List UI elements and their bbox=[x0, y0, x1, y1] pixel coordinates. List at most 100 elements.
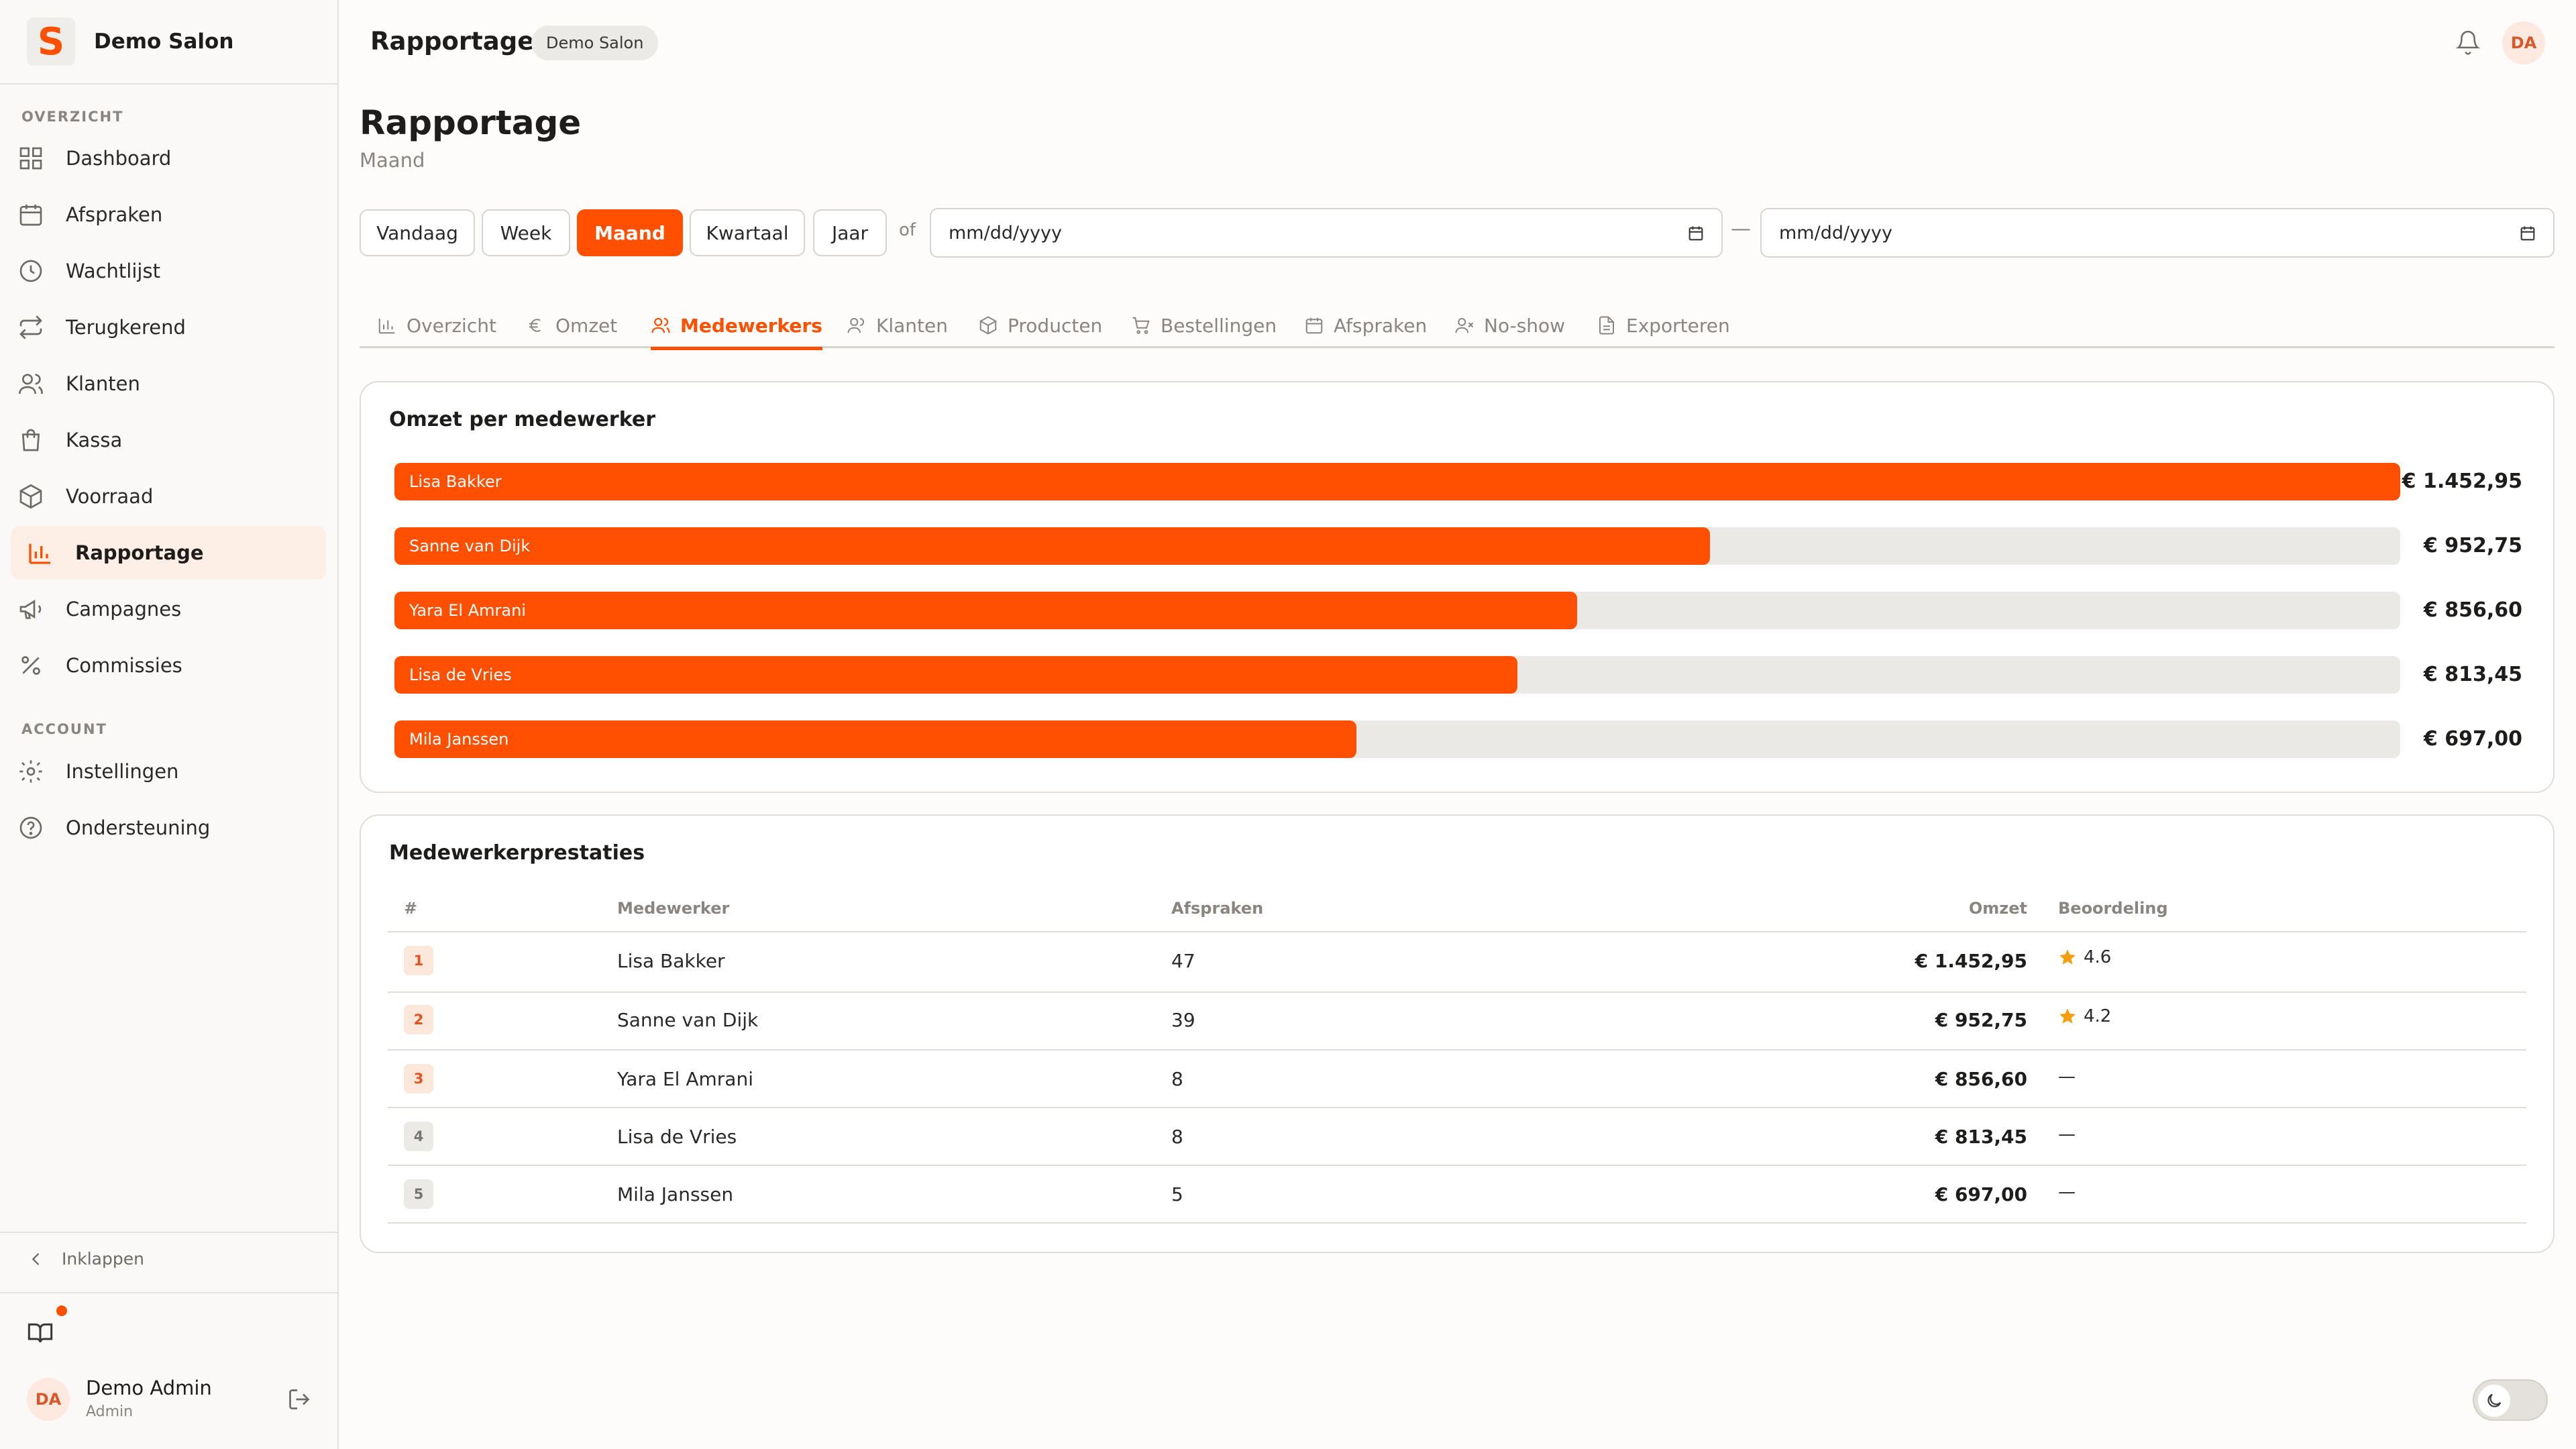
rating: 4.6 bbox=[2058, 947, 2111, 967]
users-icon bbox=[19, 374, 43, 394]
sidebar-item-label: Klanten bbox=[66, 372, 140, 395]
package-icon bbox=[979, 316, 997, 335]
column-header-appointments: Afspraken bbox=[1171, 899, 1264, 918]
file-icon bbox=[1599, 316, 1614, 335]
bar-value: € 1.452,95 bbox=[2402, 470, 2522, 493]
sidebar-item-afspraken[interactable]: Afspraken bbox=[11, 188, 326, 241]
card-title: Omzet per medewerker bbox=[389, 408, 655, 431]
notification-dot bbox=[56, 1305, 67, 1316]
page-title: Rapportage bbox=[360, 103, 582, 142]
tab-bestellingen[interactable]: Bestellingen bbox=[1131, 303, 1277, 347]
performance-card: Medewerkerprestaties bbox=[360, 814, 2555, 1253]
bar[interactable] bbox=[394, 527, 1710, 565]
gear-icon bbox=[19, 760, 42, 783]
bar[interactable] bbox=[394, 592, 1577, 629]
sidebar-item-campagnes[interactable]: Campagnes bbox=[11, 582, 326, 636]
logout-icon[interactable] bbox=[287, 1387, 311, 1411]
row-divider bbox=[388, 991, 2526, 993]
tab-klanten[interactable]: Klanten bbox=[847, 303, 948, 347]
date-from-field[interactable]: mm/dd/yyyy bbox=[930, 208, 1723, 258]
cart-icon bbox=[1132, 317, 1150, 334]
row-divider bbox=[388, 1222, 2526, 1224]
bar[interactable] bbox=[394, 463, 2400, 500]
tab-no-show[interactable]: No-show bbox=[1454, 303, 1565, 347]
rank-badge: 5 bbox=[404, 1179, 433, 1209]
bar-chart-icon bbox=[378, 319, 395, 334]
sidebar-item-label: Kassa bbox=[66, 429, 123, 451]
sidebar-item-instellingen[interactable]: Instellingen bbox=[11, 745, 326, 798]
brand-logo: S bbox=[27, 17, 75, 66]
brand[interactable]: S Demo Salon bbox=[0, 0, 337, 85]
bar-track: Lisa de Vries bbox=[394, 656, 2400, 694]
calendar-icon[interactable] bbox=[1686, 224, 1705, 243]
bar[interactable] bbox=[394, 720, 1357, 758]
avatar[interactable]: DA bbox=[27, 1378, 70, 1421]
user-name: Demo Admin bbox=[86, 1377, 212, 1399]
bar-value: € 697,00 bbox=[2423, 727, 2522, 751]
sidebar-item-voorraad[interactable]: Voorraad bbox=[11, 470, 326, 523]
period-week-button[interactable]: Week bbox=[482, 209, 570, 256]
tab-afspraken[interactable]: Afspraken bbox=[1304, 303, 1427, 347]
period-today-button[interactable]: Vandaag bbox=[360, 209, 475, 256]
period-quarter-button[interactable]: Kwartaal bbox=[690, 209, 805, 256]
euro-icon bbox=[529, 319, 541, 332]
bar-value: € 856,60 bbox=[2423, 598, 2522, 622]
bar-track: Yara El Amrani bbox=[394, 592, 2400, 629]
moon-icon bbox=[2487, 1393, 2502, 1407]
sidebar-item-label: Commissies bbox=[66, 654, 182, 677]
row-divider bbox=[388, 1165, 2526, 1166]
topbar-title: Rapportage bbox=[370, 27, 535, 56]
sidebar-item-dashboard[interactable]: Dashboard bbox=[11, 131, 326, 185]
period-year-button[interactable]: Jaar bbox=[813, 209, 887, 256]
date-to-field[interactable]: mm/dd/yyyy bbox=[1760, 208, 2555, 258]
tab-overzicht[interactable]: Overzicht bbox=[377, 303, 496, 347]
appointments-count: 39 bbox=[1171, 1009, 1195, 1031]
appointments-count: 5 bbox=[1171, 1183, 1183, 1205]
tab-exporteren[interactable]: Exporteren bbox=[1597, 303, 1730, 347]
percent-icon bbox=[21, 656, 40, 675]
tab-medewerkers[interactable]: Medewerkers bbox=[651, 303, 822, 350]
tab-omzet[interactable]: Omzet bbox=[526, 303, 617, 347]
tab-label: Omzet bbox=[555, 314, 618, 337]
sidebar-item-rapportage[interactable]: Rapportage bbox=[11, 526, 326, 580]
sidebar-item-wachtlijst[interactable]: Wachtlijst bbox=[11, 244, 326, 298]
bar-label: Lisa Bakker bbox=[409, 472, 502, 491]
bar-label: Mila Janssen bbox=[409, 730, 509, 749]
sidebar-item-terugkerend[interactable]: Terugkerend bbox=[11, 301, 326, 354]
calendar-icon[interactable] bbox=[2518, 224, 2537, 243]
bar-track: Sanne van Dijk bbox=[394, 527, 2400, 565]
bell-icon[interactable] bbox=[2455, 30, 2481, 55]
bar-chart-icon bbox=[29, 543, 50, 564]
book-icon[interactable] bbox=[27, 1319, 54, 1346]
appointments-count: 8 bbox=[1171, 1068, 1183, 1090]
sidebar-item-ondersteuning[interactable]: Ondersteuning bbox=[11, 801, 326, 855]
tab-producten[interactable]: Producten bbox=[978, 303, 1102, 347]
sidebar-item-kassa[interactable]: Kassa bbox=[11, 413, 326, 467]
tab-label: Afspraken bbox=[1334, 314, 1428, 337]
row-divider bbox=[388, 1107, 2526, 1108]
avatar[interactable]: DA bbox=[2502, 21, 2545, 64]
column-header-rating: Beoordeling bbox=[2058, 899, 2168, 918]
bar-value: € 952,75 bbox=[2423, 534, 2522, 557]
calendar-icon bbox=[19, 205, 42, 226]
bar-track: Mila Janssen bbox=[394, 720, 2400, 758]
divider bbox=[0, 1292, 339, 1293]
period-month-button[interactable]: Maand bbox=[577, 209, 683, 256]
appointments-count: 47 bbox=[1171, 950, 1195, 972]
bar[interactable] bbox=[394, 656, 1517, 694]
clock-icon bbox=[19, 260, 42, 282]
sidebar-item-label: Voorraad bbox=[66, 485, 154, 508]
users-icon bbox=[651, 317, 670, 333]
help-circle-icon bbox=[19, 816, 42, 839]
theme-toggle[interactable] bbox=[2473, 1379, 2548, 1421]
appointments-count: 8 bbox=[1171, 1126, 1183, 1148]
sidebar-item-label: Campagnes bbox=[66, 598, 182, 621]
bar-label: Lisa de Vries bbox=[409, 665, 512, 684]
tabs-divider bbox=[360, 346, 2555, 348]
sidebar-item-commissies[interactable]: Commissies bbox=[11, 639, 326, 692]
sidebar-item-klanten[interactable]: Klanten bbox=[11, 357, 326, 411]
page-subtitle: Maand bbox=[360, 149, 425, 172]
user-x-icon bbox=[1455, 318, 1474, 333]
collapse-button[interactable]: Inklappen bbox=[27, 1249, 144, 1269]
rating: — bbox=[2058, 1124, 2076, 1144]
